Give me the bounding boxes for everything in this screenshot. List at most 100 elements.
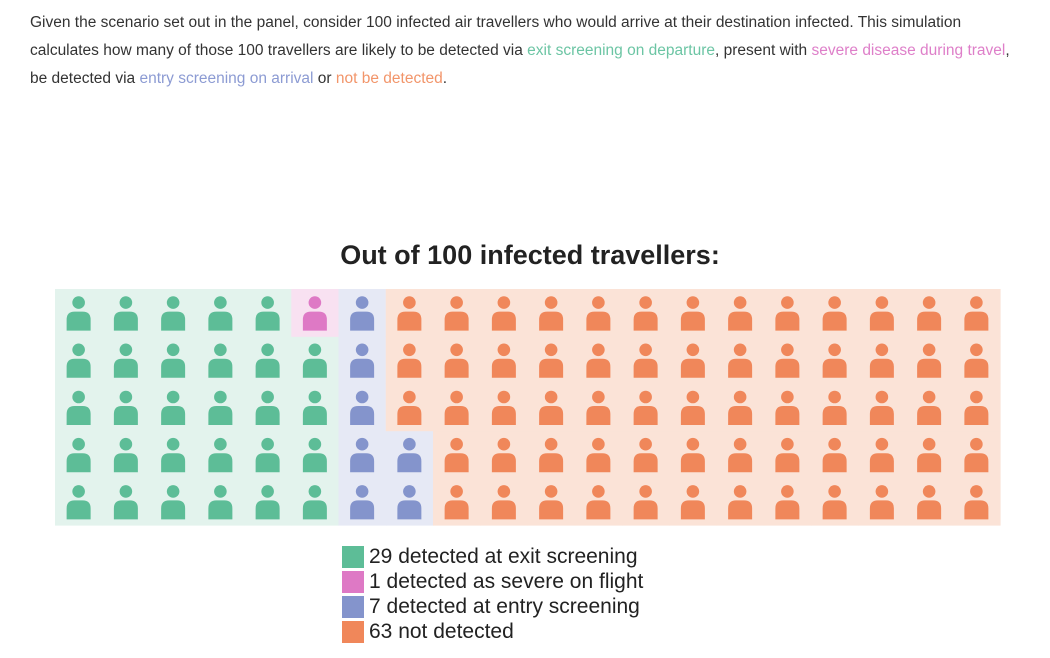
- person-icon-not: [539, 485, 564, 520]
- legend-item-entry: 7 detected at entry screening: [342, 594, 643, 619]
- person-icon-not: [917, 296, 942, 331]
- person-icon-not: [633, 437, 658, 473]
- person-icon-not: [869, 296, 894, 331]
- person-icon-not: [491, 343, 516, 378]
- person-icon-exit: [208, 485, 233, 520]
- person-icon-exit: [208, 296, 233, 331]
- person-icon-not: [822, 296, 847, 331]
- person-icon-not: [444, 485, 469, 520]
- person-icon-not: [869, 437, 894, 473]
- person-icon-exit: [113, 296, 138, 331]
- person-icon-not: [869, 390, 894, 425]
- person-icon-exit: [161, 390, 186, 425]
- person-icon-not: [444, 343, 469, 378]
- person-icon-not: [917, 343, 942, 378]
- person-icon-not: [917, 390, 942, 425]
- person-icon-not: [539, 296, 564, 331]
- person-icon-exit: [66, 390, 91, 425]
- intro-text-5: .: [442, 70, 448, 87]
- person-icon-not: [397, 390, 422, 425]
- person-icon-not: [586, 343, 611, 378]
- person-icon-not: [680, 437, 705, 473]
- legend-label-entry: 7 detected at entry screening: [369, 594, 640, 618]
- person-icon-not: [680, 390, 705, 425]
- person-icon-exit: [255, 390, 280, 425]
- person-icon-exit: [255, 296, 280, 331]
- person-icon-not: [775, 485, 800, 520]
- person-icon-entry: [350, 485, 375, 520]
- person-icon-exit: [161, 343, 186, 378]
- person-icon-not: [633, 296, 658, 331]
- person-icon-not: [491, 485, 516, 520]
- person-icon-exit: [255, 437, 280, 473]
- person-icon-not: [728, 390, 753, 425]
- person-icon-not: [775, 390, 800, 425]
- person-icon-not: [917, 485, 942, 520]
- person-icon-not: [680, 296, 705, 331]
- person-icon-exit: [208, 390, 233, 425]
- person-icon-exit: [66, 343, 91, 378]
- person-icon-exit: [161, 485, 186, 520]
- person-icon-exit: [66, 437, 91, 473]
- person-icon-exit: [66, 296, 91, 331]
- person-icon-entry: [350, 437, 375, 473]
- person-icon-not: [397, 296, 422, 331]
- person-icon-not: [680, 485, 705, 520]
- person-icon-not: [822, 390, 847, 425]
- person-icon-entry: [350, 390, 375, 425]
- person-icon-entry: [350, 296, 375, 331]
- intro-severe-disease: severe disease during travel: [811, 42, 1006, 59]
- person-icon-not: [775, 437, 800, 473]
- intro-paragraph: Given the scenario set out in the panel,…: [30, 9, 1030, 93]
- person-icon-not: [491, 437, 516, 473]
- person-icon-exit: [302, 437, 327, 473]
- person-icon-exit: [302, 343, 327, 378]
- chart-title: Out of 100 infected travellers:: [340, 240, 720, 270]
- person-icon-not: [633, 343, 658, 378]
- intro-exit-screening: exit screening on departure: [527, 42, 715, 59]
- person-icon-exit: [208, 437, 233, 473]
- waffle-chart: [55, 289, 1001, 526]
- person-icon-not: [491, 390, 516, 425]
- person-icon-entry: [397, 437, 422, 473]
- person-icon-not: [586, 437, 611, 473]
- person-icon-not: [822, 485, 847, 520]
- person-icon-not: [539, 437, 564, 473]
- person-icon-exit: [255, 485, 280, 520]
- person-icon-exit: [302, 390, 327, 425]
- intro-text-3: , be detected via: [30, 42, 1010, 87]
- person-icon-not: [964, 485, 989, 520]
- person-icon-exit: [66, 485, 91, 520]
- person-icon-exit: [255, 343, 280, 378]
- legend-swatch-entry: [342, 595, 364, 618]
- person-icon-not: [728, 343, 753, 378]
- person-icon-not: [586, 485, 611, 520]
- person-icon-not: [444, 437, 469, 473]
- person-icon-not: [822, 437, 847, 473]
- person-icon-entry: [397, 485, 422, 520]
- person-icon-not: [728, 296, 753, 331]
- person-icon-not: [397, 343, 422, 378]
- legend: 29 detected at exit screening 1 detected …: [342, 544, 643, 644]
- intro-text-1: Given the scenario set out in the panel,…: [30, 14, 962, 59]
- person-icon-severe: [302, 296, 327, 331]
- legend-label-severe: 1 detected as severe on flight: [369, 569, 644, 593]
- person-icon-not: [633, 390, 658, 425]
- intro-not-detected: not be detected: [335, 70, 443, 87]
- legend-swatch-exit: [342, 545, 364, 568]
- intro-text-4: or: [313, 70, 336, 87]
- person-icon-not: [728, 485, 753, 520]
- person-icon-not: [869, 343, 894, 378]
- person-icon-exit: [161, 296, 186, 331]
- intro-entry-screening: entry screening on arrival: [139, 70, 314, 87]
- legend-swatch-severe: [342, 570, 364, 593]
- legend-item-exit: 29 detected at exit screening: [342, 544, 643, 569]
- legend-swatch-not: [342, 620, 364, 643]
- person-icon-not: [822, 343, 847, 378]
- person-icon-not: [917, 437, 942, 473]
- person-icon-not: [586, 390, 611, 425]
- person-icon-not: [680, 343, 705, 378]
- person-icon-exit: [208, 343, 233, 378]
- person-icon-not: [964, 343, 989, 378]
- person-icon-exit: [302, 485, 327, 520]
